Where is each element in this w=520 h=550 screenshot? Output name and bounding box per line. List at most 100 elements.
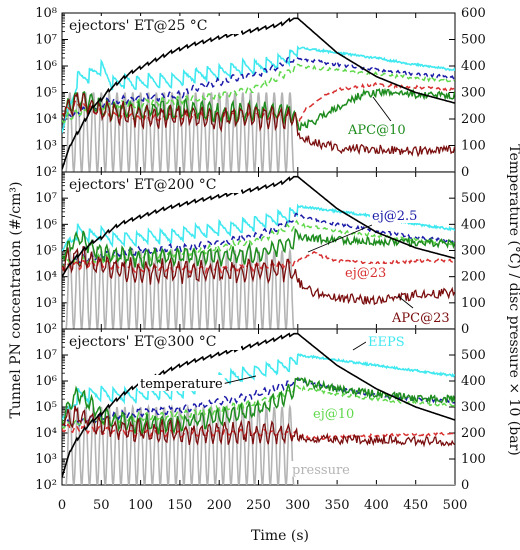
annotation-bg — [138, 375, 225, 391]
y-left-tick-label: 10⁶ — [35, 374, 57, 389]
y-left-tick-label: 10⁵ — [35, 86, 57, 101]
annotation-bg — [370, 207, 420, 223]
series-apc10 — [62, 227, 455, 271]
y-right-tick-label: 0 — [461, 322, 469, 337]
annotation-bg — [290, 461, 352, 477]
x-tick-label: 100 — [128, 498, 153, 513]
panel-1: 10² 10³ 10⁴ 10⁵ 10⁶ 10⁷ 10⁸ 0 100 200 300 400 500 600… — [35, 6, 486, 180]
y-left-tick-label: 10² — [35, 165, 57, 180]
x-tick-label: 300 — [285, 498, 310, 513]
series-pressure — [65, 92, 455, 172]
y-right-tick-label: 300 — [461, 86, 486, 101]
y-right-tick-label: 500 — [461, 191, 486, 206]
annotation-eeps: EEPS — [368, 335, 405, 350]
annotation-leader — [307, 224, 373, 253]
y-right-tick-label: 100 — [461, 296, 486, 311]
y-left-tick-label: 10² — [35, 478, 57, 493]
annotation-bg — [366, 333, 407, 349]
series-apc23 — [62, 91, 455, 158]
series-temperature — [62, 175, 455, 278]
y-right-tick-label: 0 — [461, 478, 469, 493]
panel-2: 10² 10³ 10⁴ 10⁵ 10⁶ 10⁷ 0 100 200 300 400 500 ejecto… — [35, 171, 486, 337]
annotation-leader — [352, 341, 367, 351]
annotation-ej-10: ej@10 — [313, 407, 354, 422]
panel-title: ejectors' ET@200 °C — [69, 177, 216, 193]
annotation-bg — [343, 264, 389, 280]
x-tick-label: 350 — [325, 498, 350, 513]
y-left-tick-label: 10⁶ — [35, 59, 57, 74]
series-eeps — [62, 45, 455, 133]
y-right-tick-label: 300 — [461, 244, 486, 259]
y-left-tick-label: 10⁴ — [35, 426, 57, 441]
y-left-tick-label: 10² — [35, 322, 57, 337]
y-right-tick-label: 200 — [461, 426, 486, 441]
y-right-tick-label: 200 — [461, 112, 486, 127]
annotation-apc-23: APC@23 — [391, 311, 450, 326]
y-right-tick-label: 100 — [461, 452, 486, 467]
x-tick-label: 50 — [93, 498, 110, 513]
plot-area — [62, 175, 455, 329]
panel-title: ejectors' ET@25 °C — [69, 18, 208, 34]
y-left-tick-label: 10⁷ — [35, 191, 57, 206]
annotation-ej-23: ej@23 — [345, 266, 386, 281]
series-ej10 — [62, 62, 455, 124]
panel-3: 10² 10³ 10⁴ 10⁵ 10⁶ 10⁷ 0 100 200 300 400 500 ejecto… — [35, 328, 486, 493]
y-right-tick-label: 600 — [461, 6, 486, 21]
y-left-tick-label: 10⁶ — [35, 217, 57, 232]
plot-area — [62, 332, 455, 485]
y-right-tick-label: 500 — [461, 33, 486, 48]
series-pressure — [65, 247, 455, 329]
annotation-temperature: temperature — [140, 377, 223, 392]
y-right-tick-label: 400 — [461, 217, 486, 232]
series-apc10 — [62, 376, 455, 435]
annotation-bg — [311, 405, 357, 421]
y-left-tick-label: 10⁷ — [35, 33, 57, 48]
series-temperature — [62, 17, 455, 170]
series-temperature — [62, 332, 455, 478]
y-right-tick-label: 500 — [461, 348, 486, 363]
y-left-tick-label: 10⁸ — [35, 6, 57, 21]
plot-area — [62, 17, 455, 172]
x-tick-label: 450 — [403, 498, 428, 513]
y-left-tick-label: 10³ — [35, 296, 57, 311]
x-tick-label: 250 — [246, 498, 271, 513]
x-tick-label: 200 — [207, 498, 232, 513]
y-left-tick-label: 10⁵ — [35, 400, 57, 415]
panel-title-bg — [65, 175, 241, 193]
y-left-tick-label: 10⁵ — [35, 244, 57, 259]
series-apc23 — [62, 405, 455, 448]
series-apc10 — [62, 87, 455, 131]
x-tick-label: 150 — [167, 498, 192, 513]
y-left-tick-label: 10⁴ — [35, 112, 57, 127]
annotation-pressure: pressure — [292, 463, 350, 478]
annotation-leader — [397, 295, 414, 309]
y-left-tick-label: 10³ — [35, 139, 57, 154]
panel-title-bg — [65, 16, 241, 34]
series-ej2-5 — [62, 56, 455, 123]
y-left-tick-label: 10³ — [35, 452, 57, 467]
x-axis-label: Time (s) — [251, 528, 309, 544]
y-right-tick-label: 400 — [461, 374, 486, 389]
annotation-bg — [390, 309, 452, 325]
series-ej2-5 — [62, 212, 455, 268]
y-axis-right-label: Temperature (°C) / disc pressure × 10 (b… — [506, 144, 520, 455]
y-right-tick-label: 200 — [461, 270, 486, 285]
y-left-tick-label: 10⁴ — [35, 270, 57, 285]
panel-title-bg — [65, 332, 241, 350]
series-ej2-5 — [62, 377, 455, 430]
y-right-tick-label: 300 — [461, 400, 486, 415]
y-right-tick-label: 100 — [461, 139, 486, 154]
annotation-ej-2-5: ej@2.5 — [372, 209, 417, 224]
x-tick-label: 500 — [443, 498, 468, 513]
annotation-leader — [372, 96, 394, 125]
series-apc23 — [62, 246, 455, 306]
x-tick-label: 400 — [364, 498, 389, 513]
x-axis-ticks: 0 50 100 150 200 250 300 350 400 450 500 — [58, 498, 468, 513]
panels-layer: 10² 10³ 10⁴ 10⁵ 10⁶ 10⁷ 10⁸ 0 100 200 300 400 500 600… — [35, 6, 486, 493]
y-left-tick-label: 10⁷ — [35, 348, 57, 363]
panel-title: ejectors' ET@300 °C — [69, 334, 216, 350]
y-right-tick-label: 400 — [461, 59, 486, 74]
annotation-apc-10: APC@10 — [347, 123, 406, 138]
annotation-bg — [346, 121, 408, 137]
x-tick-label: 0 — [58, 498, 66, 513]
